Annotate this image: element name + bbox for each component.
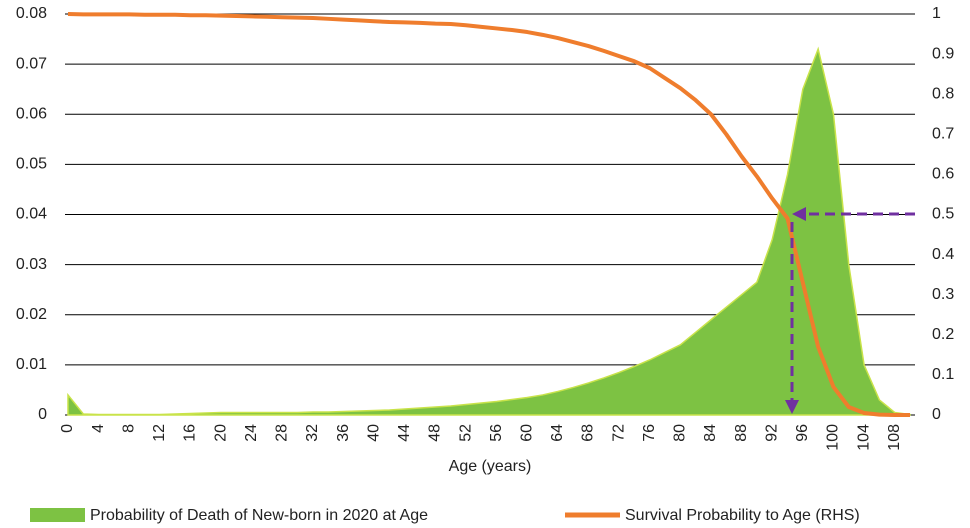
x-tick-label: 4 xyxy=(90,424,107,433)
x-tick-label: 108 xyxy=(886,424,903,451)
x-tick-label: 0 xyxy=(59,424,76,433)
x-tick-label: 92 xyxy=(763,424,780,442)
x-tick-label: 8 xyxy=(120,424,137,433)
x-tick-label: 56 xyxy=(488,424,505,442)
y-tick-label: 0.02 xyxy=(16,306,47,323)
line xyxy=(67,12,910,417)
y2-tick-label: 0 xyxy=(932,406,941,423)
area xyxy=(67,46,911,416)
x-tick-label: 20 xyxy=(212,424,229,442)
x-tick-label: 44 xyxy=(396,424,413,442)
y2-tick-label: 0.1 xyxy=(932,366,954,383)
y-tick-label: 0.05 xyxy=(16,156,47,173)
x-tick-label: 24 xyxy=(243,424,260,442)
y2-tick-label: 0.8 xyxy=(932,85,954,102)
annotation-arrows xyxy=(790,212,915,404)
y2-tick-label: 0.5 xyxy=(932,206,954,223)
x-tick-label: 80 xyxy=(672,424,689,442)
y-tick-label: 0 xyxy=(38,406,47,423)
y-tick-label: 0.07 xyxy=(16,55,47,72)
legend-label: Probability of Death of New-born in 2020… xyxy=(90,507,428,524)
x-tick-label: 84 xyxy=(702,424,719,442)
x-tick-label: 36 xyxy=(335,424,352,442)
y2-tick-label: 1 xyxy=(932,5,941,22)
x-tick-label: 16 xyxy=(182,424,199,442)
legend-label: Survival Probability to Age (RHS) xyxy=(625,507,860,524)
x-tick-label: 96 xyxy=(794,424,811,442)
x-tick-label: 40 xyxy=(365,424,382,442)
x-tick-label: 12 xyxy=(151,424,168,442)
x-tick-label: 76 xyxy=(641,424,658,442)
y2-tick-label: 0.9 xyxy=(932,45,954,62)
y2-tick-label: 0.3 xyxy=(932,286,954,303)
x-tick-label: 32 xyxy=(304,424,321,442)
y-tick-label: 0.03 xyxy=(16,256,47,273)
x-tick-label: 88 xyxy=(733,424,750,442)
x-tick-label: 104 xyxy=(855,424,872,451)
x-tick-label: 64 xyxy=(549,424,566,442)
arrow-head xyxy=(785,400,799,414)
x-tick-label: 100 xyxy=(825,424,842,451)
y2-tick-label: 0.4 xyxy=(932,246,954,263)
y-tick-label: 0.01 xyxy=(16,356,47,373)
y-tick-label: 0.08 xyxy=(16,5,47,22)
arrow-head xyxy=(792,207,806,221)
y2-tick-label: 0.6 xyxy=(932,166,954,183)
y-tick-label: 0.04 xyxy=(16,206,47,223)
x-tick-label: 72 xyxy=(610,424,627,442)
y2-tick-label: 0.2 xyxy=(932,326,954,343)
x-tick-label: 52 xyxy=(457,424,474,442)
y2-tick-label: 0.7 xyxy=(932,126,954,143)
legend-swatch xyxy=(30,508,85,522)
x-tick-label: 68 xyxy=(580,424,597,442)
x-tick-label: 48 xyxy=(427,424,444,442)
x-tick-label: 60 xyxy=(518,424,535,442)
y-tick-label: 0.06 xyxy=(16,105,47,122)
x-axis-title: Age (years) xyxy=(449,458,532,475)
x-tick-label: 28 xyxy=(274,424,291,442)
